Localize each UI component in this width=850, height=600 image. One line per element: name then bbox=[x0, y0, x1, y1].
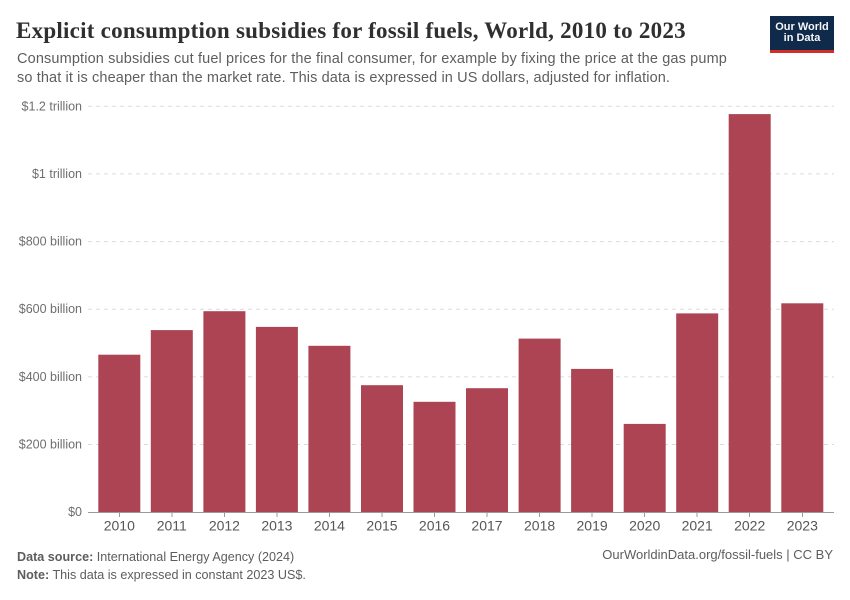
svg-text:$0: $0 bbox=[68, 505, 82, 519]
svg-text:2019: 2019 bbox=[577, 518, 608, 534]
svg-text:$800 billion: $800 billion bbox=[19, 235, 82, 249]
svg-text:$1 trillion: $1 trillion bbox=[32, 167, 82, 181]
svg-text:2016: 2016 bbox=[419, 518, 450, 534]
svg-text:2015: 2015 bbox=[366, 518, 397, 534]
svg-text:2013: 2013 bbox=[261, 518, 292, 534]
svg-text:2011: 2011 bbox=[157, 518, 187, 534]
svg-text:$600 billion: $600 billion bbox=[19, 302, 82, 316]
svg-text:2017: 2017 bbox=[471, 518, 502, 534]
svg-text:2023: 2023 bbox=[787, 518, 818, 534]
svg-text:2010: 2010 bbox=[104, 518, 135, 534]
svg-text:2014: 2014 bbox=[314, 518, 345, 534]
svg-text:2012: 2012 bbox=[209, 518, 240, 534]
svg-text:2021: 2021 bbox=[682, 518, 713, 534]
svg-text:$400 billion: $400 billion bbox=[19, 370, 82, 384]
svg-text:2022: 2022 bbox=[734, 518, 765, 534]
svg-text:2018: 2018 bbox=[524, 518, 555, 534]
svg-text:$1.2 trillion: $1.2 trillion bbox=[22, 99, 82, 113]
svg-text:$200 billion: $200 billion bbox=[19, 438, 82, 452]
svg-text:2020: 2020 bbox=[629, 518, 660, 534]
